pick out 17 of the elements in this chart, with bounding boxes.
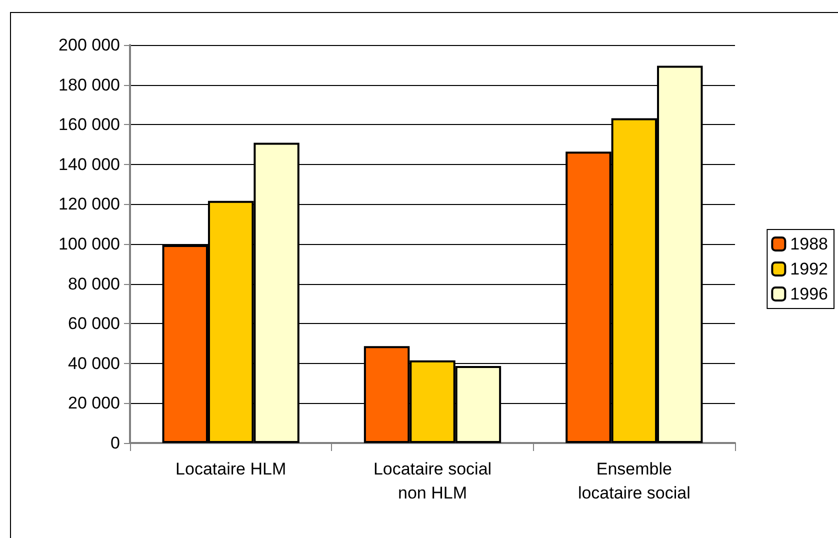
y-tick-label: 180 000 — [58, 75, 120, 94]
legend-label: 1988 — [790, 234, 828, 254]
y-tick-label: 160 000 — [58, 115, 120, 134]
y-tick-label: 20 000 — [68, 394, 120, 413]
y-tick-label: 200 000 — [58, 36, 120, 54]
y-tick-label: 140 000 — [58, 154, 120, 174]
x-tick-label: Ensemble locataire social — [578, 460, 690, 502]
x-tick-label: Locataire social non HLM — [373, 460, 492, 502]
y-tick-label: 0 — [110, 434, 120, 452]
legend-label: 1992 — [790, 260, 828, 278]
y-tick-label: 100 000 — [58, 234, 120, 254]
legend-label: 1996 — [790, 284, 828, 304]
y-tick-label: 80 000 — [68, 274, 120, 294]
y-tick-label: 120 000 — [58, 194, 120, 214]
y-tick-label: 60 000 — [68, 314, 120, 334]
x-tick-label: Locataire HLM — [176, 460, 286, 478]
y-tick-label: 40 000 — [68, 354, 120, 373]
